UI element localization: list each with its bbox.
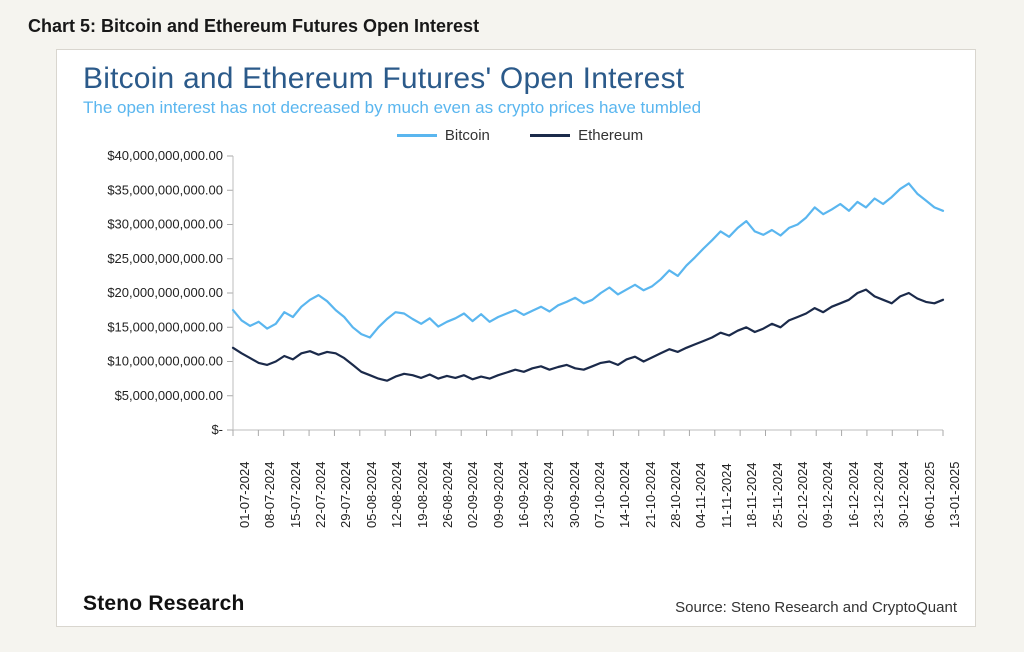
x-tick-label: 26-08-2024 xyxy=(440,514,455,528)
y-tick-label: $25,000,000,000.00 xyxy=(107,251,223,266)
x-tick-label: 21-10-2024 xyxy=(643,514,658,528)
brand-label: Steno Research xyxy=(83,592,245,616)
series-line xyxy=(233,290,943,381)
chart-legend: Bitcoin Ethereum xyxy=(83,124,957,144)
x-tick-label: 22-07-2024 xyxy=(313,514,328,528)
y-tick-label: $20,000,000,000.00 xyxy=(107,285,223,300)
x-tick-label: 01-07-2024 xyxy=(237,514,252,528)
x-tick-label: 19-08-2024 xyxy=(415,514,430,528)
x-tick-label: 13-01-2025 xyxy=(947,514,962,528)
legend-swatch-bitcoin xyxy=(397,134,437,137)
x-tick-label: 16-09-2024 xyxy=(516,514,531,528)
y-tick-label: $- xyxy=(211,422,223,437)
chart-plot: $- $5,000,000,000.00 $10,000,000,000.00 $15… xyxy=(83,150,953,510)
x-tick-label: 29-07-2024 xyxy=(338,514,353,528)
x-tick-label: 04-11-2024 xyxy=(693,514,708,528)
x-tick-label: 12-08-2024 xyxy=(389,514,404,528)
x-tick-label: 11-11-2024 xyxy=(719,514,734,528)
source-label: Source: Steno Research and CryptoQuant xyxy=(675,599,957,616)
x-tick-label: 18-11-2024 xyxy=(744,514,759,528)
x-tick-label: 07-10-2024 xyxy=(592,514,607,528)
y-tick-label: $5,000,000,000.00 xyxy=(115,388,223,403)
x-tick-label: 28-10-2024 xyxy=(668,514,683,528)
x-tick-label: 08-07-2024 xyxy=(262,514,277,528)
x-tick-label: 06-01-2025 xyxy=(922,514,937,528)
page: Chart 5: Bitcoin and Ethereum Futures Op… xyxy=(0,0,1024,652)
legend-swatch-ethereum xyxy=(530,134,570,137)
x-tick-label: 02-12-2024 xyxy=(795,514,810,528)
y-tick-label: $10,000,000,000.00 xyxy=(107,354,223,369)
x-tick-label: 25-11-2024 xyxy=(770,514,785,528)
y-tick-label: $40,000,000,000.00 xyxy=(107,150,223,163)
y-tick-label: $35,000,000,000.00 xyxy=(107,182,223,197)
y-tick-label: $15,000,000,000.00 xyxy=(107,319,223,334)
legend-label-bitcoin: Bitcoin xyxy=(445,127,490,144)
x-tick-label: 05-08-2024 xyxy=(364,514,379,528)
x-tick-label: 02-09-2024 xyxy=(465,514,480,528)
x-tick-label: 15-07-2024 xyxy=(288,514,303,528)
x-tick-label: 09-09-2024 xyxy=(491,514,506,528)
chart-footer: Steno Research Source: Steno Research an… xyxy=(83,592,957,616)
y-tick-label: $30,000,000,000.00 xyxy=(107,217,223,232)
chart-subtitle: The open interest has not decreased by m… xyxy=(83,98,957,118)
legend-item-bitcoin: Bitcoin xyxy=(397,127,490,144)
x-tick-label: 16-12-2024 xyxy=(846,514,861,528)
x-tick-label: 14-10-2024 xyxy=(617,514,632,528)
outer-chart-title: Chart 5: Bitcoin and Ethereum Futures Op… xyxy=(28,16,996,37)
x-tick-label: 30-09-2024 xyxy=(567,514,582,528)
x-tick-label: 09-12-2024 xyxy=(820,514,835,528)
x-axis-ticks: 01-07-2024 08-07-2024 15-07-2024 22-07-2024… xyxy=(83,440,953,532)
series-line xyxy=(233,183,943,337)
legend-item-ethereum: Ethereum xyxy=(530,127,643,144)
chart-card: Bitcoin and Ethereum Futures' Open Inter… xyxy=(56,49,976,627)
x-tick-label: 23-09-2024 xyxy=(541,514,556,528)
x-tick-label: 30-12-2024 xyxy=(896,514,911,528)
chart-svg: $- $5,000,000,000.00 $10,000,000,000.00 $15… xyxy=(83,150,953,440)
x-tick-label: 23-12-2024 xyxy=(871,514,886,528)
legend-label-ethereum: Ethereum xyxy=(578,127,643,144)
chart-title: Bitcoin and Ethereum Futures' Open Inter… xyxy=(83,62,957,96)
